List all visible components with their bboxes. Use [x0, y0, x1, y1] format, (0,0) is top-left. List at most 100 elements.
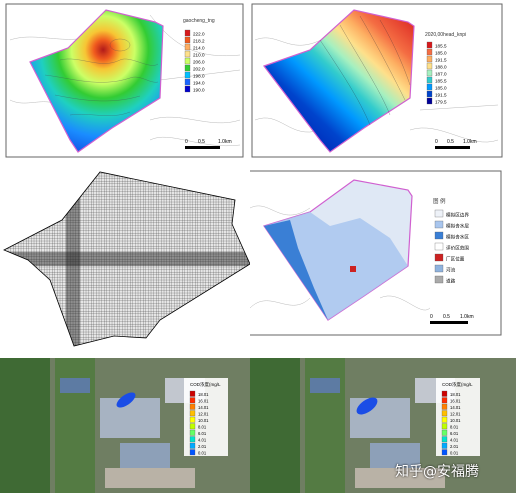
legend-label: 198.0	[193, 74, 205, 79]
scale-label-max: 1.0km	[218, 139, 232, 145]
legend-label: 0.01	[450, 451, 459, 456]
legend-swatch	[434, 231, 444, 240]
legend-b: 2020,00head_knpi 185.5 185.0 191.5 188.0 187…	[425, 32, 466, 105]
legend-label: 4.01	[198, 438, 207, 443]
legend-swatch	[189, 403, 196, 410]
legend-swatch	[426, 83, 433, 91]
legend-label: 179.5	[435, 100, 447, 105]
legend-swatch	[426, 48, 433, 56]
legend-label: 194.0	[193, 81, 205, 86]
legend-label: 河流	[446, 267, 456, 274]
legend-label: 218.2	[193, 39, 205, 44]
legend-label: 16.01	[198, 399, 209, 404]
legend-swatch	[441, 436, 448, 443]
concentration-plume	[356, 397, 378, 415]
legend-label: 16.01	[450, 399, 461, 404]
legend-swatch	[441, 410, 448, 417]
legend-swatch	[189, 416, 196, 423]
legend-swatch	[441, 390, 448, 397]
legend-label: 模拟含水区	[446, 234, 469, 241]
legend-label: 4.01	[450, 438, 459, 443]
legend-title: COD浓度(mg/L	[190, 381, 221, 388]
legend-swatch	[434, 264, 444, 273]
legend-swatch	[426, 62, 433, 70]
legend-swatch	[189, 436, 196, 443]
legend-label: 6.01	[198, 431, 207, 436]
legend-swatch	[184, 71, 191, 79]
legend-label: 评价区范围	[446, 245, 469, 252]
scale-bar: 0 0.5 1.0km	[430, 314, 474, 324]
model-grid-panel	[3, 171, 250, 347]
legend-swatch	[426, 90, 433, 98]
legend-title: 图 例	[433, 197, 446, 205]
legend-label: 190.0	[193, 88, 205, 93]
scale-label-mid: 0.5	[198, 139, 205, 145]
legend-swatch	[189, 442, 196, 449]
legend-label: 185.5	[435, 79, 447, 84]
legend-swatch	[189, 449, 196, 456]
legend-label: 188.0	[435, 65, 447, 70]
background-contours	[250, 205, 431, 311]
legend-swatch	[426, 41, 433, 49]
elevation-surface	[29, 9, 164, 153]
scale-label-mid: 0.5	[443, 314, 450, 320]
legend-swatch	[441, 403, 448, 410]
legend-label: 2.01	[450, 444, 459, 449]
plant-location	[350, 266, 356, 272]
scale-bar: 0 0.5 1.0km	[435, 139, 477, 149]
legend-swatch	[441, 423, 448, 430]
legend-label: 10.01	[450, 418, 461, 423]
legend-swatch	[184, 36, 191, 44]
scale-label-max: 1.0km	[460, 314, 474, 320]
legend-swatch	[441, 397, 448, 404]
legend-label: 185.5	[435, 44, 447, 49]
legend-label: 2.01	[198, 444, 207, 449]
legend-swatch	[184, 50, 191, 58]
legend-label: 8.01	[450, 425, 459, 430]
legend-label: 模拟含水层	[446, 223, 469, 230]
legend-label: 191.5	[435, 93, 447, 98]
scale-label-0: 0	[435, 139, 438, 145]
legend-swatch	[189, 429, 196, 436]
scale-bar: 0 0.5 1.0km	[185, 139, 232, 149]
background-contours	[254, 34, 499, 143]
legend-title: 2020,00head_knpi	[425, 32, 466, 38]
legend-label: 14.01	[450, 405, 461, 410]
legend-label: 210.0	[193, 53, 205, 58]
legend-swatch	[441, 449, 448, 456]
legend-label: 道路	[446, 278, 456, 285]
legend-label: 185.0	[435, 86, 447, 91]
legend-label: 8.01	[198, 425, 207, 430]
legend-swatch	[426, 55, 433, 63]
legend-label: 214.0	[193, 46, 205, 51]
legend-label: 0.01	[198, 451, 207, 456]
scale-label-0: 0	[430, 314, 433, 320]
legend-swatch	[434, 253, 444, 262]
legend-label: 10.01	[198, 418, 209, 423]
legend-swatch	[434, 220, 444, 229]
legend-swatch	[184, 29, 191, 37]
head-contours	[319, 15, 411, 126]
concentration-plume	[116, 392, 136, 408]
legend-swatch	[184, 64, 191, 72]
legend-label: 6.01	[450, 431, 459, 436]
field-strip	[0, 358, 50, 493]
legend-swatch	[184, 43, 191, 51]
legend-a: gaocheng_tng 222.0 218.2 214.0 210.0 206.0 20…	[183, 18, 215, 93]
simulated-water-zone	[264, 220, 328, 320]
legend-swatch	[189, 410, 196, 417]
legend-title: COD浓度(mg/L	[442, 381, 473, 388]
legend-label: 厂区位置	[446, 256, 465, 263]
legend-swatch	[189, 423, 196, 430]
legend-swatch	[434, 209, 444, 218]
legend-label: 206.0	[193, 60, 205, 65]
scale-label-mid: 0.5	[447, 139, 454, 145]
legend-label: 222.0	[193, 32, 205, 37]
legend-label: 12.01	[450, 412, 461, 417]
legend-label: 18.01	[450, 392, 461, 397]
legend-label: 187.0	[435, 72, 447, 77]
